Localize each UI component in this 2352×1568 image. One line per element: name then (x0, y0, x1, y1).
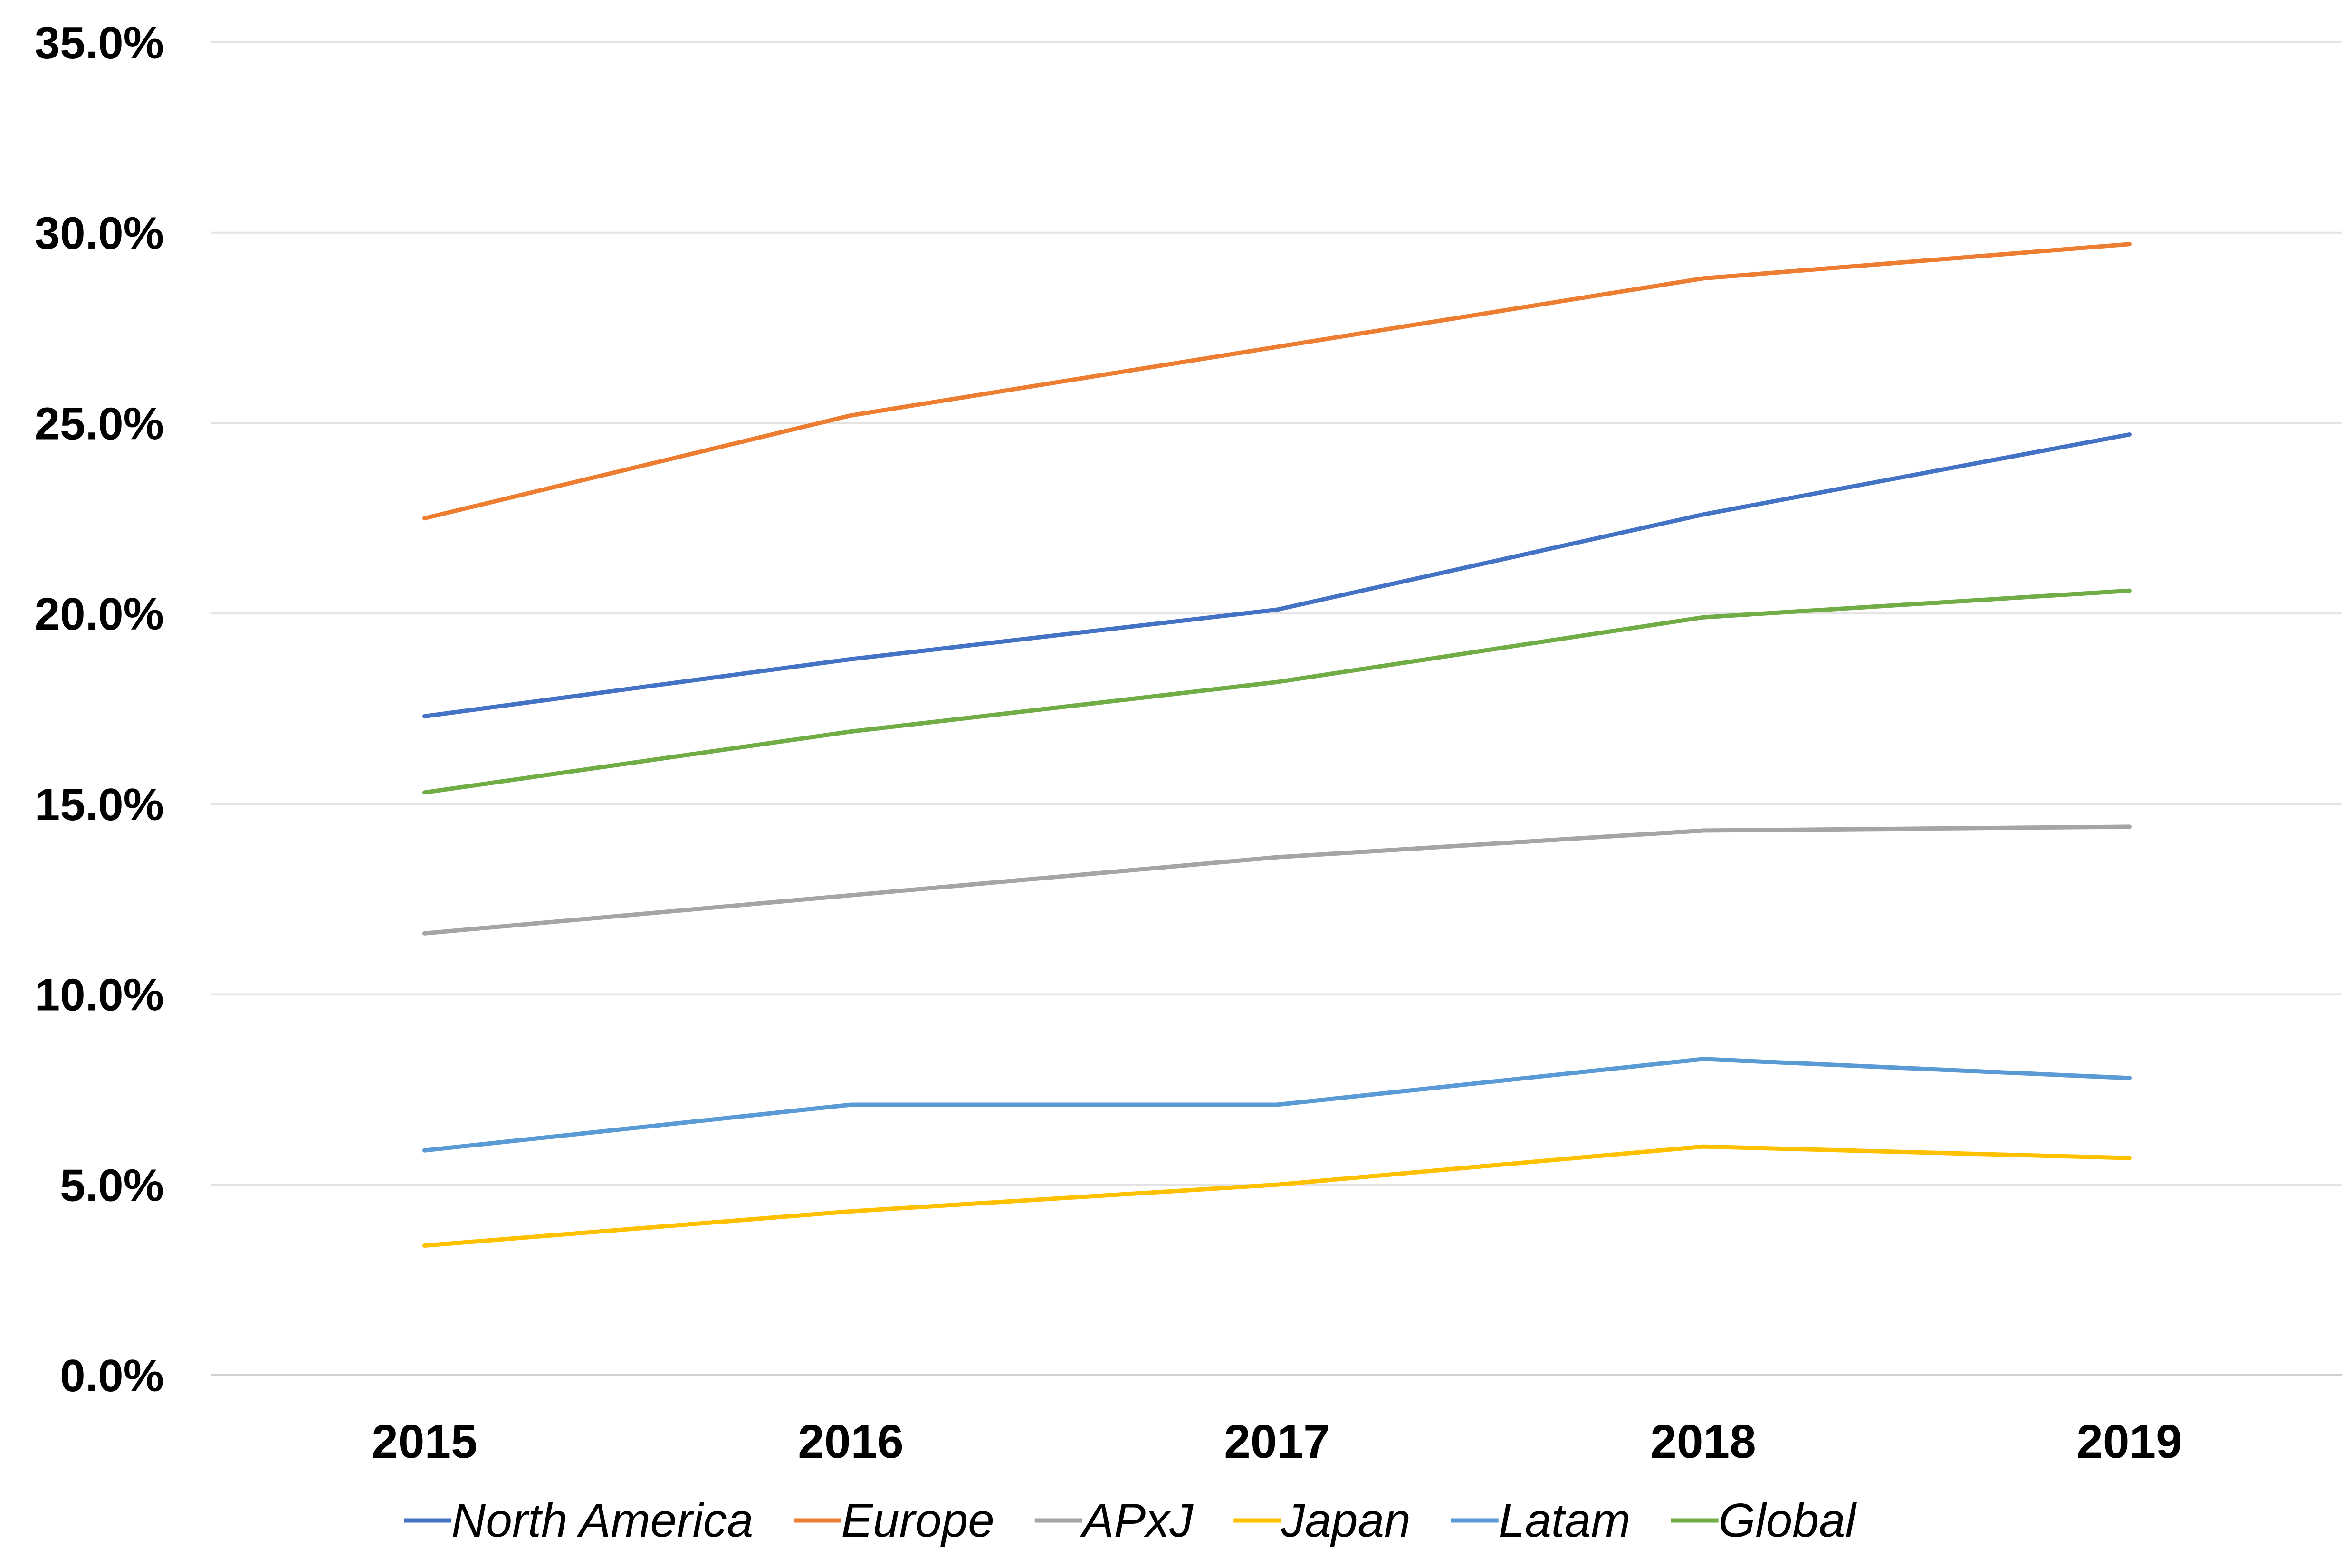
y-tick-label: 35.0% (35, 18, 164, 68)
legend-label: Japan (1281, 1494, 1410, 1547)
y-tick-label: 30.0% (35, 208, 164, 259)
legend-item: Latam (1451, 1494, 1631, 1547)
legend-item: APxJ (1034, 1494, 1194, 1547)
legend-label: North America (451, 1494, 753, 1547)
legend-item: North America (404, 1494, 753, 1547)
legend: North America Europe APxJ Japan Latam Global (404, 1494, 1857, 1547)
legend-label: Latam (1499, 1494, 1631, 1547)
x-tick-label: 2016 (798, 1415, 903, 1468)
series-line-global (422, 588, 2132, 795)
y-axis-ticks: 0.0% 5.0% 10.0% 15.0% 20.0% 25.0% 30.0% 35.0% (35, 18, 164, 1401)
gridlines (211, 41, 2342, 1376)
legend-item: Europe (794, 1494, 994, 1547)
legend-label: Global (1719, 1494, 1857, 1547)
x-tick-label: 2017 (1224, 1415, 1329, 1468)
legend-item: Japan (1233, 1494, 1411, 1547)
x-tick-label: 2019 (2076, 1415, 2182, 1468)
series-line-latam (422, 1057, 2132, 1153)
x-axis-ticks: 2015 2016 2017 2018 2019 (372, 1415, 2182, 1468)
series-line-europe (422, 242, 2132, 521)
y-tick-label: 25.0% (35, 398, 164, 449)
series-line-japan (422, 1144, 2132, 1248)
y-tick-label: 15.0% (35, 779, 164, 830)
legend-label: Europe (841, 1494, 994, 1547)
y-tick-label: 10.0% (35, 970, 164, 1021)
x-tick-label: 2015 (372, 1415, 477, 1468)
series-line-north-america (422, 432, 2132, 718)
series-lines (422, 242, 2132, 1248)
legend-label: APxJ (1080, 1494, 1194, 1547)
series-line-apxj (422, 824, 2132, 936)
x-tick-label: 2018 (1650, 1415, 1756, 1468)
y-tick-label: 0.0% (60, 1350, 164, 1401)
y-tick-label: 5.0% (60, 1160, 164, 1211)
legend-item: Global (1671, 1494, 1857, 1547)
y-tick-label: 20.0% (35, 589, 164, 640)
